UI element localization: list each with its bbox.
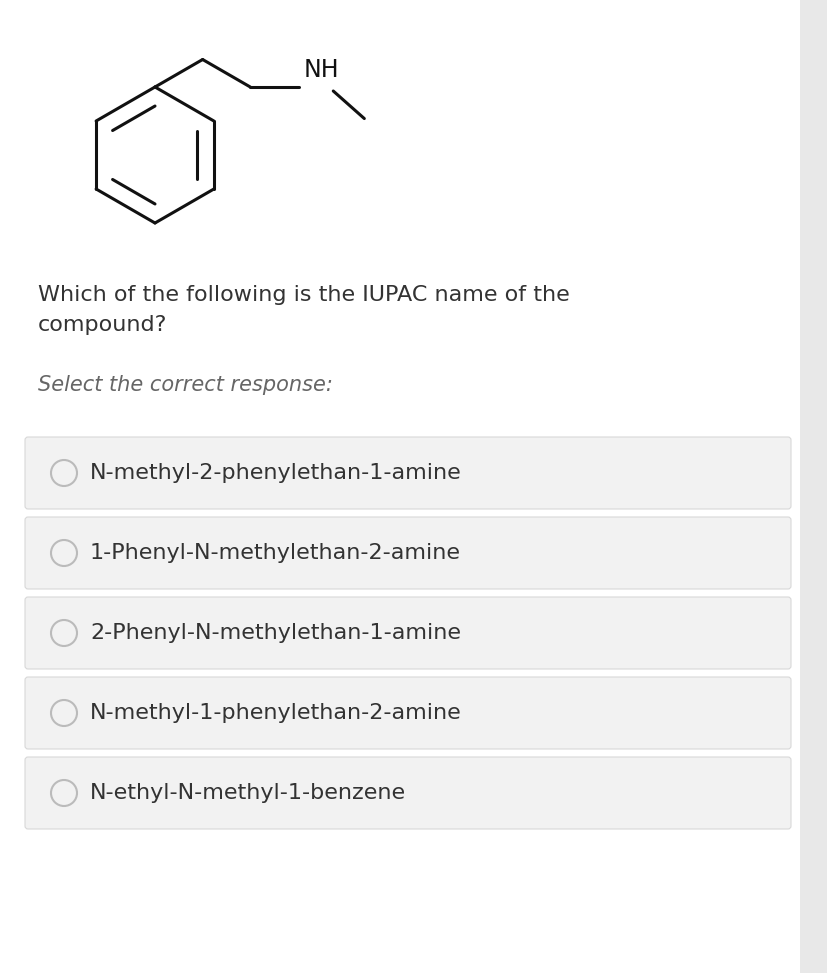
Text: 2-Phenyl-N-methylethan-1-amine: 2-Phenyl-N-methylethan-1-amine [90, 623, 461, 643]
Text: Select the correct response:: Select the correct response: [38, 375, 332, 395]
FancyBboxPatch shape [25, 597, 790, 669]
Text: NH: NH [303, 58, 338, 82]
Text: compound?: compound? [38, 315, 167, 335]
Text: N-ethyl-N-methyl-1-benzene: N-ethyl-N-methyl-1-benzene [90, 783, 405, 803]
FancyBboxPatch shape [25, 677, 790, 749]
FancyBboxPatch shape [25, 757, 790, 829]
Text: Which of the following is the IUPAC name of the: Which of the following is the IUPAC name… [38, 285, 569, 305]
Text: N-methyl-2-phenylethan-1-amine: N-methyl-2-phenylethan-1-amine [90, 463, 461, 483]
FancyBboxPatch shape [25, 437, 790, 509]
FancyBboxPatch shape [25, 517, 790, 589]
FancyBboxPatch shape [0, 0, 799, 973]
Text: N-methyl-1-phenylethan-2-amine: N-methyl-1-phenylethan-2-amine [90, 703, 461, 723]
Text: 1-Phenyl-N-methylethan-2-amine: 1-Phenyl-N-methylethan-2-amine [90, 543, 461, 563]
